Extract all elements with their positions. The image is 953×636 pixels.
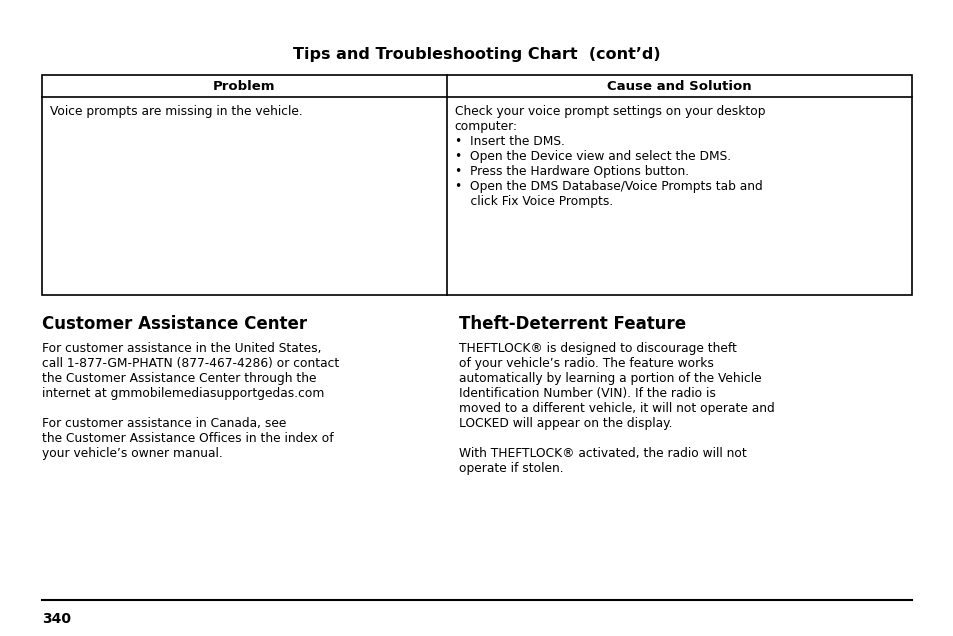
Text: call 1-877-GM-PHATN (877-467-4286) or contact: call 1-877-GM-PHATN (877-467-4286) or co… [42,357,339,370]
Text: Tips and Troubleshooting Chart  (cont’d): Tips and Troubleshooting Chart (cont’d) [293,48,660,62]
Bar [42,75,911,295]
Text: Problem: Problem [213,80,275,92]
Text: Theft-Deterrent Feature: Theft-Deterrent Feature [458,315,685,333]
Text: Cause and Solution: Cause and Solution [606,80,751,92]
Text: your vehicle’s owner manual.: your vehicle’s owner manual. [42,447,222,460]
Text: For customer assistance in Canada, see: For customer assistance in Canada, see [42,417,286,430]
Text: Customer Assistance Center: Customer Assistance Center [42,315,307,333]
Text: THEFTLOCK® is designed to discourage theft: THEFTLOCK® is designed to discourage the… [458,342,736,355]
Text: operate if stolen.: operate if stolen. [458,462,563,475]
Text: •  Open the DMS Database/Voice Prompts tab and: • Open the DMS Database/Voice Prompts ta… [454,180,761,193]
Text: Voice prompts are missing in the vehicle.: Voice prompts are missing in the vehicle… [50,105,302,118]
Text: •  Open the Device view and select the DMS.: • Open the Device view and select the DM… [454,150,730,163]
Text: With THEFTLOCK® activated, the radio will not: With THEFTLOCK® activated, the radio wil… [458,447,746,460]
Text: the Customer Assistance Center through the: the Customer Assistance Center through t… [42,372,316,385]
Text: moved to a different vehicle, it will not operate and: moved to a different vehicle, it will no… [458,402,774,415]
Text: •  Press the Hardware Options button.: • Press the Hardware Options button. [454,165,688,178]
Text: computer:: computer: [454,120,517,133]
Text: 340: 340 [42,612,71,626]
Text: click Fix Voice Prompts.: click Fix Voice Prompts. [454,195,612,208]
Text: LOCKED will appear on the display.: LOCKED will appear on the display. [458,417,672,430]
Text: of your vehicle’s radio. The feature works: of your vehicle’s radio. The feature wor… [458,357,713,370]
Text: Check your voice prompt settings on your desktop: Check your voice prompt settings on your… [454,105,764,118]
Text: Identification Number (VIN). If the radio is: Identification Number (VIN). If the radi… [458,387,715,400]
Text: •  Insert the DMS.: • Insert the DMS. [454,135,564,148]
Text: For customer assistance in the United States,: For customer assistance in the United St… [42,342,321,355]
Text: automatically by learning a portion of the Vehicle: automatically by learning a portion of t… [458,372,760,385]
Text: internet at gmmobilemediasupportgedas.com: internet at gmmobilemediasupportgedas.co… [42,387,324,400]
Text: the Customer Assistance Offices in the index of: the Customer Assistance Offices in the i… [42,432,334,445]
